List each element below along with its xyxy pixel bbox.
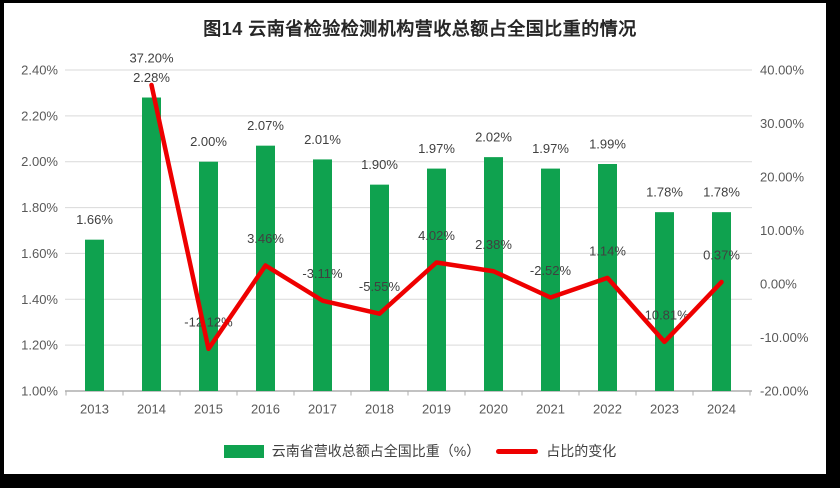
line-label-2016: 3.46% (247, 231, 284, 246)
x-axis-category-label: 2016 (251, 402, 280, 417)
bar-2017 (313, 159, 332, 391)
x-axis-category-label: 2017 (308, 402, 337, 417)
left-axis-tick-label: 1.60% (21, 246, 58, 261)
left-axis-tick-label: 2.00% (21, 154, 58, 169)
line-label-2021: -2.52% (530, 263, 572, 278)
x-axis-category-label: 2014 (137, 402, 166, 417)
bar-2013 (85, 239, 104, 391)
line-label-2023: -10.81% (640, 307, 689, 322)
line-label-2015: -12.12% (184, 314, 233, 329)
bar-2020 (484, 157, 503, 391)
right-axis-tick-label: 40.00% (760, 63, 805, 78)
bar-2023 (655, 212, 674, 391)
bar-2015 (199, 161, 218, 391)
bar-label-2013: 1.66% (76, 212, 113, 227)
bar-label-2019: 1.97% (418, 141, 455, 156)
line-label-2022: 1.14% (589, 243, 626, 258)
bar-label-2017: 2.01% (304, 132, 341, 147)
bar-label-2022: 1.99% (589, 137, 626, 152)
left-axis-tick-label: 1.80% (21, 200, 58, 215)
bar-label-2014: 2.28% (133, 70, 170, 85)
left-axis-tick-label: 1.00% (21, 384, 58, 399)
bar-label-2023: 1.78% (646, 185, 683, 200)
x-axis-category-label: 2024 (707, 402, 736, 417)
x-axis-category-label: 2013 (80, 402, 109, 417)
left-axis-tick-label: 2.20% (21, 108, 58, 123)
bar-label-2018: 1.90% (361, 157, 398, 172)
line-label-2014: 37.20% (129, 50, 174, 65)
bar-label-2021: 1.97% (532, 141, 569, 156)
bar-2018 (370, 184, 389, 391)
bar-label-2015: 2.00% (190, 134, 227, 149)
bar-series-label: 云南省营收总额占全国比重（%） (271, 443, 481, 459)
line-series-label: 占比的变化 (546, 443, 617, 459)
x-axis-category-label: 2018 (365, 402, 394, 417)
bar-2021 (541, 168, 560, 391)
line-label-2017: -3.11% (302, 266, 343, 281)
right-axis-tick-label: -10.00% (760, 330, 809, 345)
legend-item-line-series: 占比的变化 (496, 441, 616, 461)
right-axis-tick-label: 0.00% (760, 277, 797, 292)
bar-label-2020: 2.02% (475, 130, 512, 145)
bar-series-swatch (223, 444, 264, 458)
x-axis-category-label: 2020 (479, 402, 508, 417)
chart-title: 图14 云南省检验检测机构营收总额占全国比重的情况 (203, 19, 637, 39)
right-axis-tick-label: 20.00% (760, 170, 805, 185)
x-axis-category-label: 2021 (536, 402, 565, 417)
line-label-2019: 4.02% (418, 228, 455, 243)
bar-2019 (427, 168, 446, 391)
line-label-2024: 0.37% (703, 248, 740, 263)
left-axis-tick-label: 1.40% (21, 292, 58, 307)
legend-item-bar-series: 云南省营收总额占全国比重（%） (223, 441, 481, 461)
x-axis-category-label: 2023 (650, 402, 679, 417)
bar-label-2024: 1.78% (703, 185, 740, 200)
line-label-2018: -5.55% (359, 279, 401, 294)
trend-line (149, 82, 724, 352)
x-axis-category-label: 2015 (194, 402, 223, 417)
left-axis-tick-label: 1.20% (21, 338, 58, 353)
line-series-swatch (496, 448, 539, 454)
right-axis-tick-label: 10.00% (760, 223, 805, 238)
bar-label-2016: 2.07% (247, 118, 284, 133)
legend: 云南省营收总额占全国比重（%） 占比的变化 (0, 441, 840, 461)
chart-background (4, 3, 826, 474)
right-axis-tick-label: -20.00% (760, 384, 809, 399)
line-label-2020: 2.38% (475, 237, 512, 252)
bar-2024 (712, 212, 731, 391)
right-axis-tick-label: 30.00% (760, 116, 805, 131)
left-axis-tick-label: 2.40% (21, 63, 58, 78)
x-axis-category-label: 2022 (593, 402, 622, 417)
bar-2014 (142, 97, 161, 391)
x-axis-category-label: 2019 (422, 402, 451, 417)
